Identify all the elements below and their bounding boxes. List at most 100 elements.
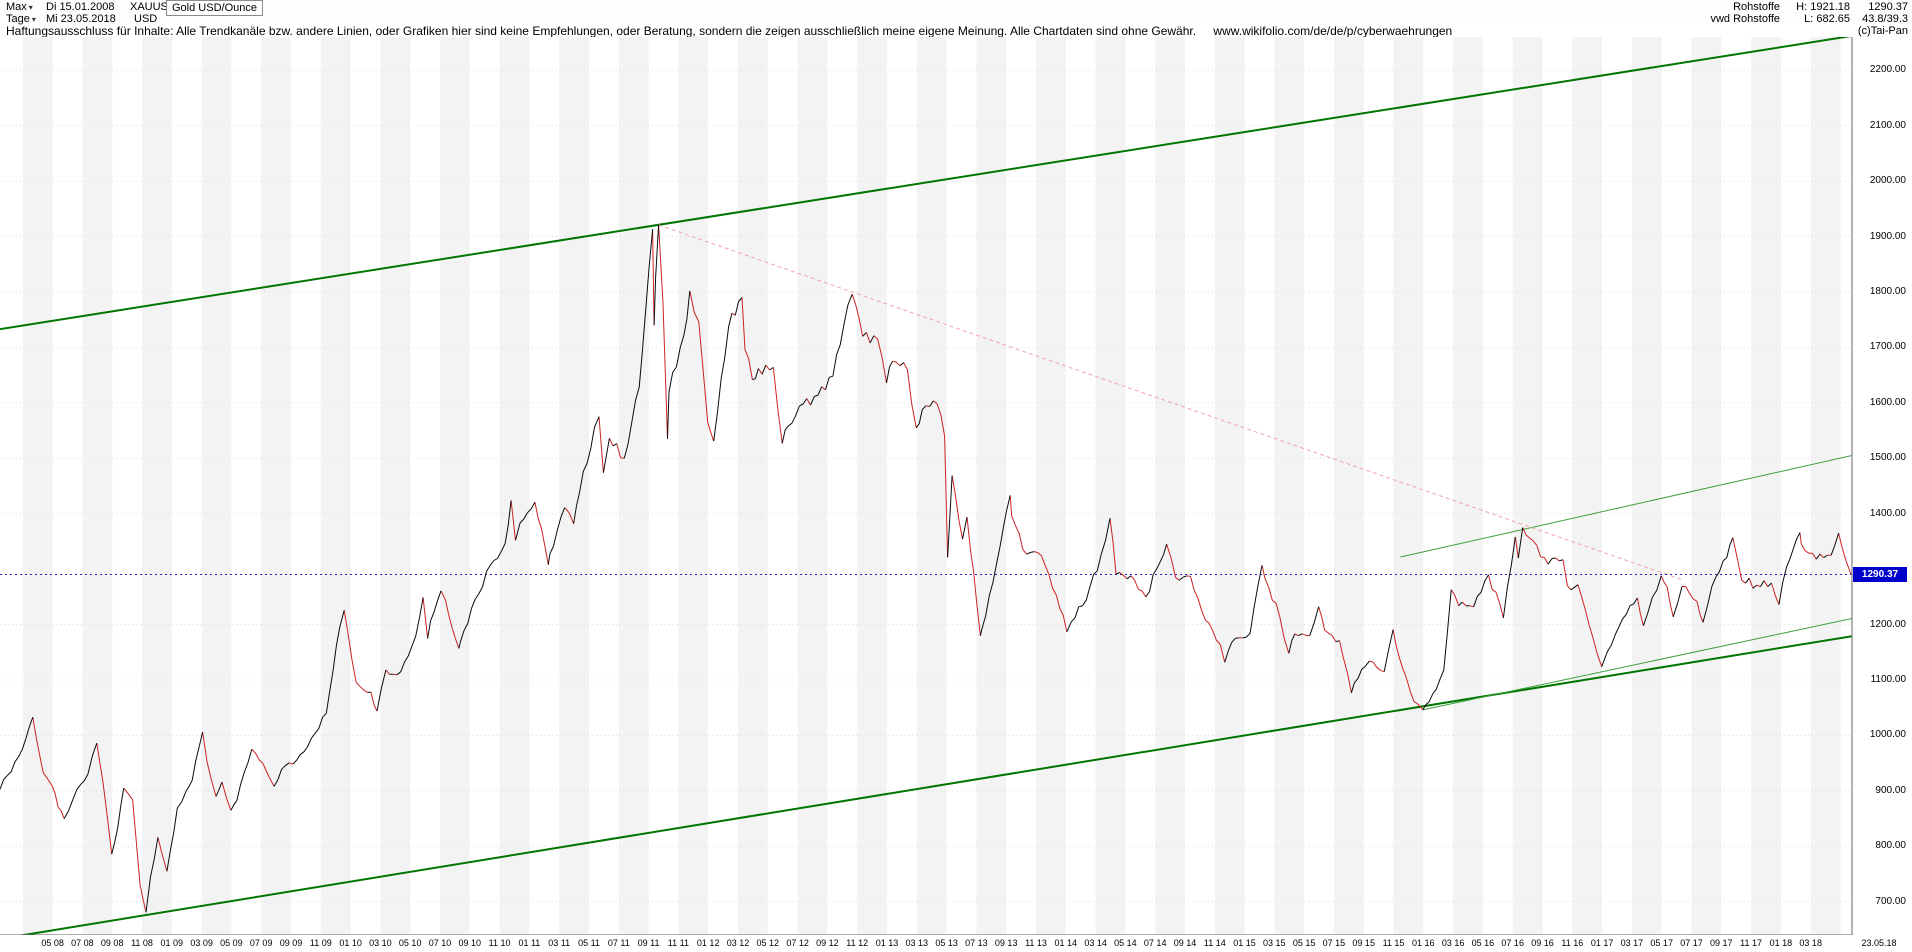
low-value: 682.65: [1816, 13, 1850, 25]
background-band: [1453, 37, 1483, 935]
period-high: H: 1921.18: [1796, 1, 1850, 13]
high-label: H:: [1796, 1, 1808, 13]
y-tick-label: 900.00: [1875, 784, 1906, 796]
x-tick-label: 11 17: [1740, 938, 1763, 948]
y-tick-label: 2000.00: [1869, 175, 1906, 187]
chevron-down-icon: ▾: [28, 3, 33, 12]
end-date-label: 23.05.18: [1861, 938, 1897, 948]
x-tick-label: 09 13: [994, 938, 1018, 948]
y-tick-label: 700.00: [1875, 895, 1906, 907]
x-tick-label: 05 08: [41, 938, 64, 948]
trend-line-inner-resistance[interactable]: [1400, 455, 1853, 558]
background-band: [142, 37, 172, 935]
x-tick-label: 01 10: [339, 938, 362, 948]
x-tick-label: 11 11: [667, 938, 689, 948]
data-source-label: vwd Rohstoffe: [1710, 13, 1780, 25]
x-tick-label: 03 15: [1263, 938, 1286, 948]
x-tick-label: 01 13: [875, 938, 899, 948]
x-tick-label: 11 10: [488, 938, 511, 948]
period-dropdown[interactable]: Tage ▾: [6, 13, 36, 25]
x-tick-label: 03 17: [1620, 938, 1644, 948]
background-band: [1036, 37, 1066, 935]
x-tick-label: 03 13: [905, 938, 929, 948]
background-band: [1095, 37, 1126, 935]
background-band: [857, 37, 887, 935]
x-tick-label: 05 15: [1292, 938, 1316, 948]
x-tick-label: 07 11: [607, 938, 630, 948]
x-tick-label: 09 14: [1173, 938, 1197, 948]
x-tick-label: 09 12: [816, 938, 839, 948]
background-band: [1393, 37, 1424, 935]
trend-line-inner-support[interactable]: [1422, 618, 1852, 711]
x-tick-label: 05 13: [935, 938, 958, 948]
y-tick-label: 1400.00: [1869, 507, 1906, 519]
background-band: [976, 37, 1007, 935]
symbol-label: XAUUSD: [130, 1, 176, 13]
range-dropdown[interactable]: Max ▾: [6, 1, 33, 13]
price-series-up: [0, 224, 1840, 913]
price-chart: 2200.00 2100.00 2000.00 1900.00 1800.00 1700.…: [0, 37, 1912, 952]
copyright-label: (c)Tai-Pan: [1857, 25, 1908, 37]
background-band: [916, 37, 947, 935]
high-value: 1921.18: [1810, 1, 1850, 13]
background-band: [797, 37, 828, 935]
low-label: L:: [1804, 13, 1814, 25]
x-tick-label: 07 12: [786, 938, 809, 948]
x-tick-label: 11 08: [131, 938, 153, 948]
last-price-label: 1290.37: [1868, 1, 1908, 13]
background-band: [82, 37, 113, 935]
x-tick-label: 09 11: [637, 938, 660, 948]
x-tick-label: 07 09: [249, 938, 273, 948]
x-tick-label: 01 11: [518, 938, 541, 948]
background-band: [1155, 37, 1185, 935]
background-band: [320, 37, 351, 935]
disclaimer-bar: Haftungsausschluss für Inhalte: Alle Tre…: [6, 24, 1453, 38]
x-tick-label: 05 11: [578, 938, 600, 948]
wikifolio-link[interactable]: www.wikifolio.com/de/de/p/cyberwaehrunge…: [1213, 24, 1453, 38]
trend-line-lower-channel[interactable]: [0, 635, 1852, 935]
background-band: [440, 37, 470, 935]
x-tick-label: 03 18: [1799, 938, 1822, 948]
x-tick-label: 05 12: [756, 938, 780, 948]
x-tick-label: 09 17: [1710, 938, 1733, 948]
indicator-value-label: 43.8/39.3: [1862, 13, 1908, 25]
x-tick-label: 09 09: [279, 938, 303, 948]
trend-line-upper-channel[interactable]: [0, 37, 1852, 331]
x-tick-label: 09 16: [1531, 938, 1554, 948]
chart-toolbar: Max ▾ Di 15.01.2008 XAUUSD Gold USD/Ounce…: [0, 0, 1912, 37]
background-band: [201, 37, 232, 935]
chart-canvas[interactable]: [0, 37, 1856, 935]
date-to-label: Mi 23.05.2018: [46, 13, 116, 25]
background-band: [618, 37, 649, 935]
background-band: [499, 37, 530, 935]
y-tick-label: 1600.00: [1869, 396, 1906, 408]
x-tick-label: 11 16: [1561, 938, 1584, 948]
x-tick-label: 01 17: [1590, 938, 1614, 948]
background-band: [1512, 37, 1543, 935]
range-dropdown-label: Max: [6, 1, 27, 13]
background-band: [1810, 37, 1841, 935]
instrument-name-box[interactable]: Gold USD/Ounce: [166, 0, 263, 16]
y-tick-label: 1900.00: [1869, 230, 1906, 242]
x-tick-label: 11 09: [309, 938, 332, 948]
period-dropdown-label: Tage: [6, 13, 30, 25]
background-band: [1631, 37, 1662, 935]
x-tick-label: 01 12: [696, 938, 720, 948]
current-price-marker: 1290.37: [1853, 566, 1907, 582]
background-band: [1572, 37, 1603, 935]
background-band: [1333, 37, 1364, 935]
x-tick-label: 07 10: [428, 938, 452, 948]
trend-line-downtrend[interactable]: [658, 224, 1684, 581]
y-tick-label: 2100.00: [1869, 119, 1906, 131]
x-tick-label: 09 08: [100, 938, 124, 948]
background-band: [559, 37, 589, 935]
x-tick-label: 01 09: [160, 938, 184, 948]
price-series-down: [32, 224, 1852, 913]
background-band: [380, 37, 411, 935]
x-tick-label: 09 15: [1352, 938, 1375, 948]
background-band: [1274, 37, 1305, 935]
y-tick-label: 1700.00: [1869, 341, 1906, 353]
x-tick-label: 07 15: [1322, 938, 1346, 948]
x-tick-label: 05 14: [1114, 938, 1137, 948]
x-tick-label: 01 18: [1769, 938, 1793, 948]
